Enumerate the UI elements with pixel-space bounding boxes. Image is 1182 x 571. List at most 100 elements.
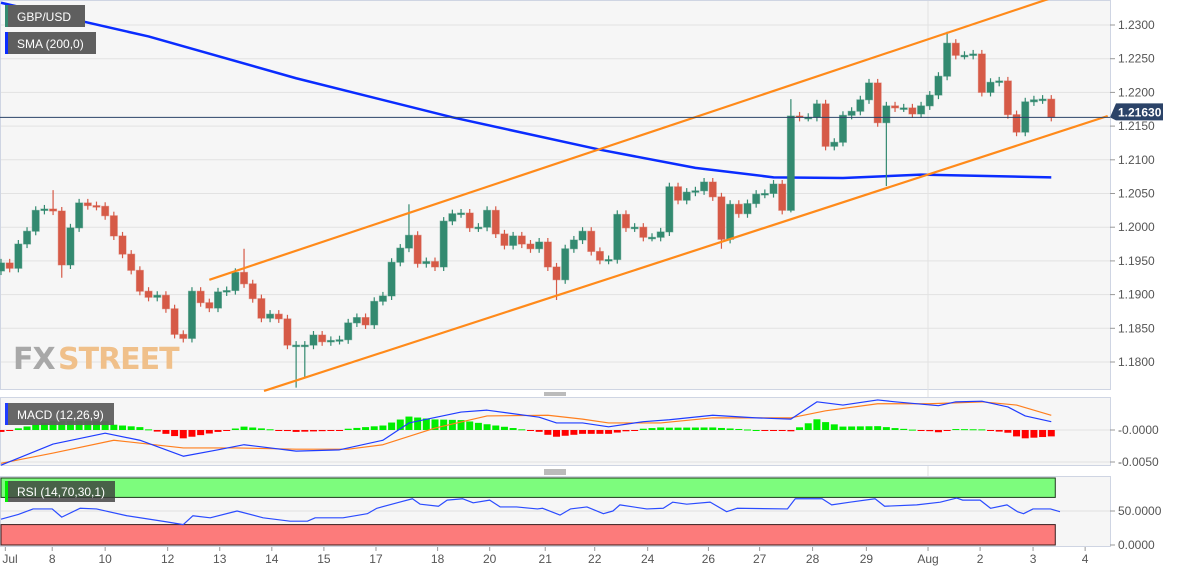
candle: [248, 279, 257, 303]
macd-histogram-bar: [466, 421, 474, 430]
macd-histogram-bar: [709, 427, 717, 430]
macd-histogram-bar: [396, 419, 404, 430]
macd-histogram-bar: [683, 427, 691, 430]
candle: [214, 287, 222, 313]
macd-histogram-bar: [917, 430, 925, 431]
macd-histogram-bar: [934, 430, 942, 433]
candle-body: [101, 205, 110, 217]
candle-body: [578, 230, 587, 241]
macd-histogram-bar: [318, 430, 326, 432]
candle-body: [309, 334, 318, 346]
candle-body: [630, 226, 639, 230]
candle: [257, 294, 266, 323]
candle-body: [648, 236, 656, 240]
macd-histogram-bar: [1039, 430, 1047, 438]
price-tick-label: 1.2250: [1118, 52, 1155, 66]
time-tick-label: 21: [539, 552, 553, 566]
legend-sma[interactable]: SMA (200,0): [5, 32, 96, 54]
macd-histogram-bar: [327, 430, 335, 431]
channel-lines[interactable]: [208, 0, 1109, 393]
macd-histogram-bar: [257, 428, 265, 430]
candle: [995, 76, 1004, 87]
candle: [283, 314, 292, 350]
macd-histogram-bar: [1004, 430, 1012, 433]
candle: [500, 229, 509, 250]
macd-histogram-bar: [353, 427, 361, 430]
time-tick-label: 3: [1030, 552, 1037, 566]
candle-body: [318, 334, 327, 343]
macd-histogram-bar: [275, 430, 283, 431]
macd-histogram-bar: [49, 421, 57, 430]
candle: [326, 336, 335, 346]
candle: [49, 190, 58, 216]
candle-body: [144, 290, 153, 298]
candle: [92, 201, 101, 211]
candle: [422, 257, 431, 268]
candle: [491, 206, 500, 238]
candle-body: [934, 75, 943, 96]
legend-macd-label: MACD (12,26,9): [17, 408, 104, 422]
time-tick-label: 10: [98, 552, 112, 566]
time-tick-label: 26: [702, 552, 716, 566]
candle: [517, 231, 526, 249]
pane-splitter-handle[interactable]: [544, 469, 566, 475]
legend-macd[interactable]: MACD (12,26,9): [5, 403, 114, 425]
candle: [23, 227, 32, 249]
candle-body: [838, 114, 847, 143]
candle: [474, 223, 483, 232]
candle: [118, 231, 127, 259]
legend-rsi[interactable]: RSI (14,70,30,1): [5, 481, 115, 502]
macd-histogram-bar: [874, 426, 882, 430]
candle-body: [457, 212, 466, 216]
macd-histogram-bar: [882, 427, 890, 430]
candle-body: [5, 262, 14, 269]
macd-histogram-bar: [960, 429, 968, 431]
candle: [66, 223, 75, 269]
rsi-tick: 0.0000: [1118, 538, 1155, 552]
candle: [700, 177, 709, 195]
candle-body: [214, 291, 222, 309]
pane-splitter-handle[interactable]: [544, 392, 566, 396]
watermark: FX STREET: [13, 342, 181, 377]
candle-body: [604, 259, 613, 262]
candle-body: [135, 269, 144, 292]
macd-histogram-bar: [483, 424, 491, 430]
macd-plot: [0, 399, 1055, 466]
channel-lower-line[interactable]: [263, 114, 1109, 393]
macd-histogram-bar: [561, 430, 569, 436]
candle-body: [361, 317, 370, 326]
time-tick-label: 4: [1082, 552, 1089, 566]
macd-histogram-bar: [309, 430, 317, 432]
candle: [552, 262, 561, 300]
candle: [101, 202, 110, 220]
candle-body: [960, 54, 969, 58]
macd-histogram-bar: [119, 425, 127, 430]
candle: [639, 223, 648, 242]
price-pane[interactable]: [0, 0, 1111, 390]
last-price-tag-text: 1.21630: [1118, 105, 1162, 119]
candle-body: [161, 294, 170, 310]
macd-histogram-bar: [796, 427, 804, 430]
price-tick-label: 1.2150: [1118, 119, 1155, 133]
candle: [621, 210, 630, 232]
legend-symbol[interactable]: GBP/USD: [5, 5, 85, 27]
candle: [309, 330, 318, 350]
candle-body: [205, 302, 214, 309]
candle-body: [248, 283, 257, 300]
candle: [222, 286, 231, 296]
candle: [448, 209, 457, 226]
candle-body: [786, 115, 795, 211]
candle: [509, 231, 518, 250]
macd-histogram-bar: [526, 430, 534, 431]
candle-body: [335, 339, 344, 342]
candle: [344, 318, 353, 344]
candle-body: [370, 300, 379, 326]
candle-body: [977, 53, 986, 93]
sma-200-line: [0, 1, 1052, 180]
channel-upper-line[interactable]: [208, 0, 1057, 281]
candle: [135, 266, 144, 296]
candle-body: [847, 110, 856, 116]
candle-body: [49, 208, 58, 212]
macd-histogram-bar: [665, 427, 673, 430]
